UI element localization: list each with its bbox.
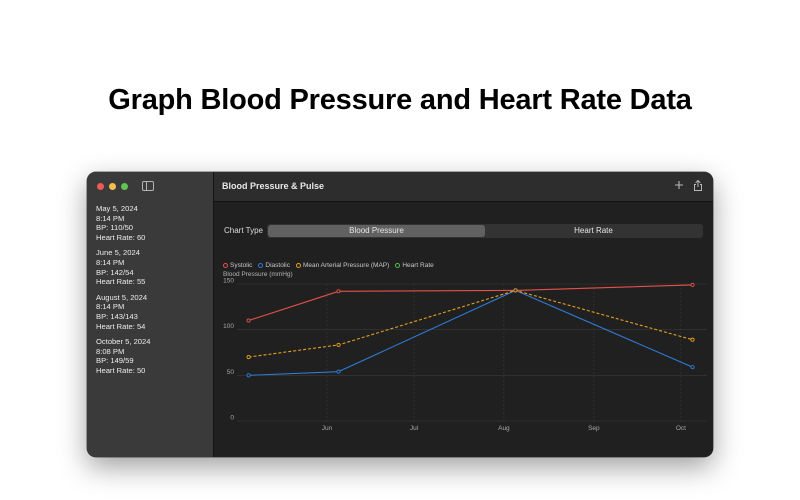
legend-marker	[223, 263, 228, 268]
x-tick-label: Oct	[676, 425, 686, 432]
legend-label: Diastolic	[265, 262, 290, 269]
reading-heart-rate: Heart Rate: 60	[96, 232, 146, 242]
reading-time: 8:08 PM	[96, 346, 125, 356]
sidebar: May 5, 2024 8:14 PM BP: 110/50 Heart Rat…	[87, 172, 214, 457]
reading-time: 8:14 PM	[96, 213, 125, 223]
title-bar: Blood Pressure & Pulse	[214, 172, 713, 202]
data-point	[690, 337, 695, 342]
data-point	[246, 355, 251, 360]
legend-item-map: Mean Arterial Pressure (MAP)	[295, 262, 390, 269]
reading-bp: BP: 143/143	[96, 311, 138, 321]
page-headline: Graph Blood Pressure and Heart Rate Data	[108, 84, 692, 116]
legend-label: Heart Rate	[402, 262, 434, 269]
chart-type-segmented-control: Blood Pressure Heart Rate	[267, 224, 703, 238]
series-line-1	[248, 289, 693, 376]
legend-item-systolic: Systolic	[223, 262, 252, 269]
reading-time: 8:14 PM	[96, 257, 125, 267]
list-item[interactable]: June 5, 2024 8:14 PM BP: 142/54 Heart Ra…	[96, 248, 209, 286]
data-point	[336, 342, 341, 347]
reading-date: October 5, 2024	[96, 337, 151, 347]
series-line-0	[248, 284, 693, 322]
y-tick-label: 150	[223, 278, 234, 285]
legend-marker	[295, 263, 301, 268]
series-line-2	[248, 289, 693, 358]
legend-label: Systolic	[230, 262, 253, 269]
legend-marker	[258, 263, 264, 268]
share-icon[interactable]	[692, 179, 704, 192]
x-tick-label: Aug	[498, 425, 510, 432]
zoom-button[interactable]	[121, 183, 128, 190]
legend-item-diastolic: Diastolic	[258, 262, 290, 269]
chart-type-row: Chart Type Blood Pressure Heart Rate	[224, 224, 703, 238]
data-point	[690, 365, 695, 370]
window-title: Blood Pressure & Pulse	[222, 181, 325, 191]
y-tick-label: 0	[230, 415, 234, 422]
reading-date: June 5, 2024	[96, 248, 140, 258]
y-tick-label: 100	[223, 323, 234, 330]
list-item[interactable]: May 5, 2024 8:14 PM BP: 110/50 Heart Rat…	[96, 204, 209, 242]
segment-heart-rate[interactable]: Heart Rate	[574, 226, 613, 235]
main-panel: Blood Pressure & Pulse Chart Type Blood …	[214, 172, 713, 457]
reading-time: 8:14 PM	[96, 302, 125, 312]
close-button[interactable]	[97, 183, 104, 190]
readings-list: May 5, 2024 8:14 PM BP: 110/50 Heart Rat…	[96, 204, 209, 382]
segment-blood-pressure[interactable]: Blood Pressure	[268, 225, 485, 237]
x-tick-label: Jul	[410, 425, 419, 432]
minimize-button[interactable]	[109, 183, 116, 190]
reading-bp: BP: 149/59	[96, 356, 134, 366]
app-window: May 5, 2024 8:14 PM BP: 110/50 Heart Rat…	[87, 172, 713, 457]
legend-item-heart-rate: Heart Rate	[395, 262, 434, 269]
legend-marker	[395, 263, 401, 268]
list-item[interactable]: October 5, 2024 8:08 PM BP: 149/59 Heart…	[96, 337, 209, 375]
reading-bp: BP: 142/54	[96, 267, 134, 277]
reading-date: August 5, 2024	[96, 292, 148, 302]
data-point	[336, 289, 341, 294]
chart-type-label: Chart Type	[224, 226, 263, 235]
list-item[interactable]: August 5, 2024 8:14 PM BP: 143/143 Heart…	[96, 293, 209, 331]
x-tick-label: Sep	[588, 425, 600, 432]
y-tick-label: 50	[227, 369, 235, 376]
x-tick-label: Jun	[322, 425, 333, 432]
legend-label: Mean Arterial Pressure (MAP)	[302, 262, 390, 269]
reading-heart-rate: Heart Rate: 54	[96, 321, 146, 331]
reading-heart-rate: Heart Rate: 50	[96, 365, 146, 375]
reading-bp: BP: 110/50	[96, 223, 134, 233]
data-point	[513, 288, 518, 293]
window-controls	[97, 183, 128, 190]
chart-legend: Systolic Diastolic Mean Arterial Pressur…	[223, 262, 434, 269]
data-point	[246, 373, 251, 378]
data-point	[336, 369, 341, 374]
reading-heart-rate: Heart Rate: 55	[96, 277, 146, 287]
sidebar-toggle-icon[interactable]	[142, 181, 154, 191]
data-point	[690, 282, 695, 287]
reading-date: May 5, 2024	[96, 204, 138, 213]
y-axis-title: Blood Pressure (mmHg)	[223, 271, 293, 278]
data-point	[246, 318, 251, 323]
blood-pressure-chart: 0 50 100 150 Jun Jul Aug Sep Oct	[223, 278, 707, 432]
plus-icon[interactable]	[673, 179, 685, 191]
